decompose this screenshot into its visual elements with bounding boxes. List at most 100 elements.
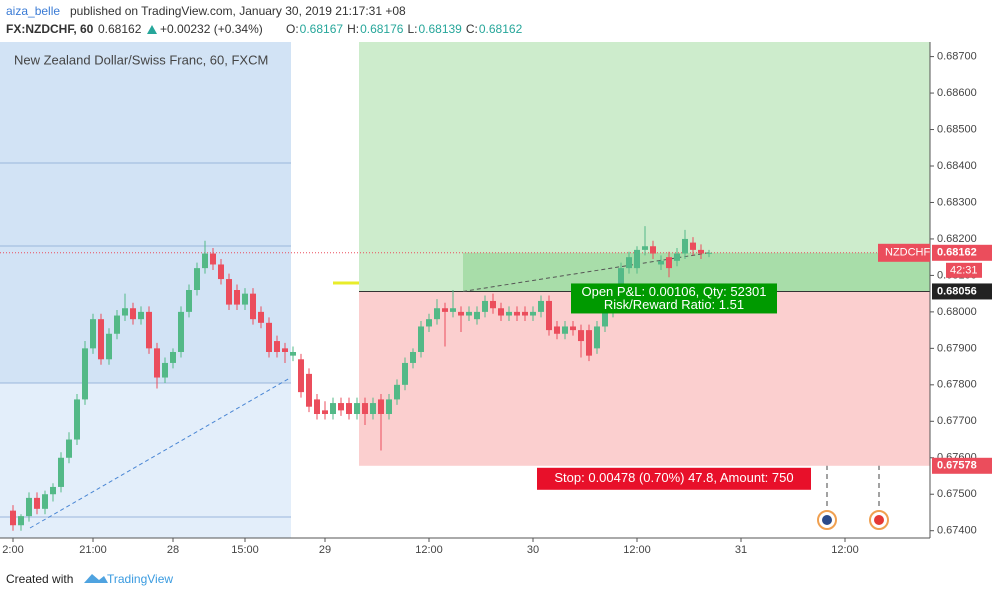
- ohlc-key: O:: [286, 22, 299, 36]
- candle-body: [562, 326, 568, 334]
- candle-body: [178, 311, 184, 352]
- x-tick-label: 31: [735, 544, 747, 556]
- header-change: +0.00232 (+0.34%): [160, 22, 263, 36]
- candle-body: [250, 293, 256, 320]
- candle-body: [82, 348, 88, 400]
- event-flag: [874, 515, 884, 525]
- candle-body: [442, 308, 448, 312]
- pnl-text: Open P&L: 0.00106, Qty: 52301: [581, 284, 766, 299]
- candle-body: [18, 516, 24, 526]
- candle-body: [34, 497, 40, 509]
- header-price: 0.68162: [98, 22, 142, 36]
- candle-body: [690, 242, 696, 250]
- candle-body: [458, 311, 464, 316]
- candle-body: [226, 279, 232, 305]
- candle-body: [394, 384, 400, 400]
- ohlc-value: 0.68162: [479, 22, 523, 36]
- stop-text: Stop: 0.00478 (0.70%) 47.8, Amount: 750: [554, 470, 793, 485]
- candle-body: [314, 399, 320, 414]
- x-tick-label: 28: [167, 544, 179, 556]
- candle-body: [634, 249, 640, 269]
- published: published on TradingView.com, January 30…: [70, 4, 406, 18]
- x-tick-label: 12:00: [415, 544, 443, 556]
- candle-body: [370, 403, 376, 414]
- candle-body: [146, 311, 152, 349]
- y-tick-label: 0.68700: [937, 50, 977, 62]
- candle-body: [618, 268, 624, 290]
- candle-body: [98, 319, 104, 360]
- candle-body: [26, 497, 32, 517]
- candle-body: [650, 246, 656, 254]
- last-price-label: 0.68162: [937, 247, 977, 259]
- candle-body: [274, 341, 280, 352]
- x-tick-label: 15:00: [231, 544, 259, 556]
- candle-body: [594, 326, 600, 349]
- candle-body: [674, 253, 680, 261]
- candle-body: [402, 362, 408, 385]
- candle-body: [626, 257, 632, 269]
- candle-body: [10, 510, 16, 526]
- ratio-text: Risk/Reward Ratio: 1.51: [604, 297, 744, 312]
- ohlc-key: C:: [466, 22, 478, 36]
- x-tick-label: 21:00: [79, 544, 107, 556]
- y-tick-label: 0.67900: [937, 342, 977, 354]
- ohlc-value: 0.68167: [300, 22, 344, 36]
- candle-body: [138, 311, 144, 320]
- candle-body: [42, 494, 48, 509]
- candle-body: [530, 311, 536, 316]
- candle-body: [242, 293, 248, 305]
- y-tick-label: 0.68500: [937, 123, 977, 135]
- event-flag: [822, 515, 832, 525]
- y-tick-label: 0.67800: [937, 379, 977, 391]
- candle-body: [338, 403, 344, 411]
- candle-body: [698, 249, 704, 254]
- x-tick-label: 2:00: [2, 544, 23, 556]
- ohlc-key: H:: [347, 22, 359, 36]
- candle-body: [330, 403, 336, 414]
- candle-body: [322, 410, 328, 414]
- candle-body: [482, 300, 488, 312]
- last-price-label-box: [932, 244, 992, 261]
- candle-body: [522, 311, 528, 316]
- candle-body: [106, 333, 112, 360]
- footer-brand[interactable]: TradingView: [107, 572, 173, 586]
- author[interactable]: aiza_belle: [6, 4, 60, 18]
- candle-body: [282, 348, 288, 352]
- candle-body: [306, 373, 312, 407]
- candle-body: [234, 290, 240, 305]
- y-tick-label: 0.68200: [937, 233, 977, 245]
- candle-body: [538, 300, 544, 312]
- candle-body: [682, 238, 688, 254]
- candle-body: [570, 326, 576, 331]
- candle-body: [546, 300, 552, 331]
- footer-created: Created with: [6, 572, 73, 586]
- candle-body: [210, 253, 216, 265]
- candle-body: [578, 330, 584, 342]
- candle-body: [50, 486, 56, 495]
- stop-box: [537, 467, 811, 490]
- ohlc-key: L:: [407, 22, 417, 36]
- range-zone: [0, 42, 291, 383]
- candle-body: [434, 308, 440, 320]
- symbol-tag: NZDCHF: [885, 247, 930, 259]
- x-tick-label: 30: [527, 544, 539, 556]
- pnl-box: [571, 283, 777, 314]
- candle-body: [658, 260, 664, 265]
- candle-body: [410, 352, 416, 363]
- candle-body: [218, 264, 224, 280]
- candle-body: [450, 308, 456, 312]
- countdown: 42:31: [950, 265, 978, 277]
- logo: [84, 574, 108, 583]
- candle-body: [642, 246, 648, 250]
- candle-body: [426, 319, 432, 327]
- candle-body: [170, 352, 176, 363]
- range-zone: [0, 383, 291, 538]
- candle-body: [354, 403, 360, 414]
- candle-body: [122, 308, 128, 316]
- candle-body: [114, 315, 120, 334]
- candle-body: [58, 457, 64, 487]
- candle-body: [90, 319, 96, 349]
- candle-body: [586, 330, 592, 356]
- candle-body: [602, 311, 608, 327]
- candle-body: [154, 348, 160, 378]
